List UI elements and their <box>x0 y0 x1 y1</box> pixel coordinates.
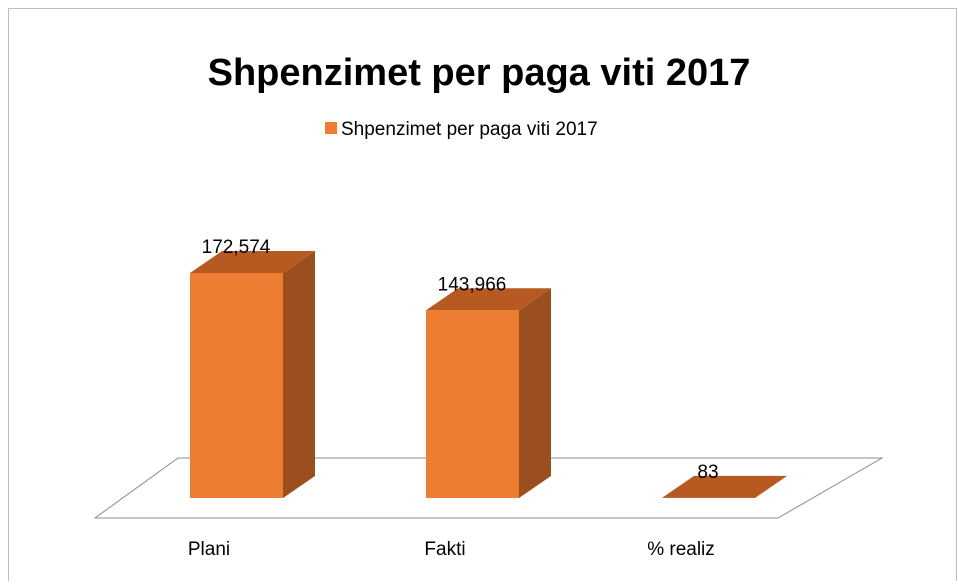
bar <box>426 288 551 498</box>
data-label: 83 <box>697 462 718 483</box>
bar-front <box>190 273 283 498</box>
legend-swatch <box>325 122 337 134</box>
x-tick-label: Fakti <box>424 539 465 560</box>
legend-label: Shpenzimet per paga viti 2017 <box>341 119 598 140</box>
bar-front <box>426 310 519 498</box>
chart-title: Shpenzimet per paga viti 2017 <box>208 52 751 94</box>
bar-side <box>283 251 315 498</box>
bar-side <box>519 288 551 498</box>
x-tick-label: % realiz <box>647 539 715 560</box>
bar <box>190 251 315 498</box>
x-tick-label: Plani <box>188 539 230 560</box>
data-label: 143,966 <box>438 274 507 295</box>
data-label: 172,574 <box>202 237 271 258</box>
